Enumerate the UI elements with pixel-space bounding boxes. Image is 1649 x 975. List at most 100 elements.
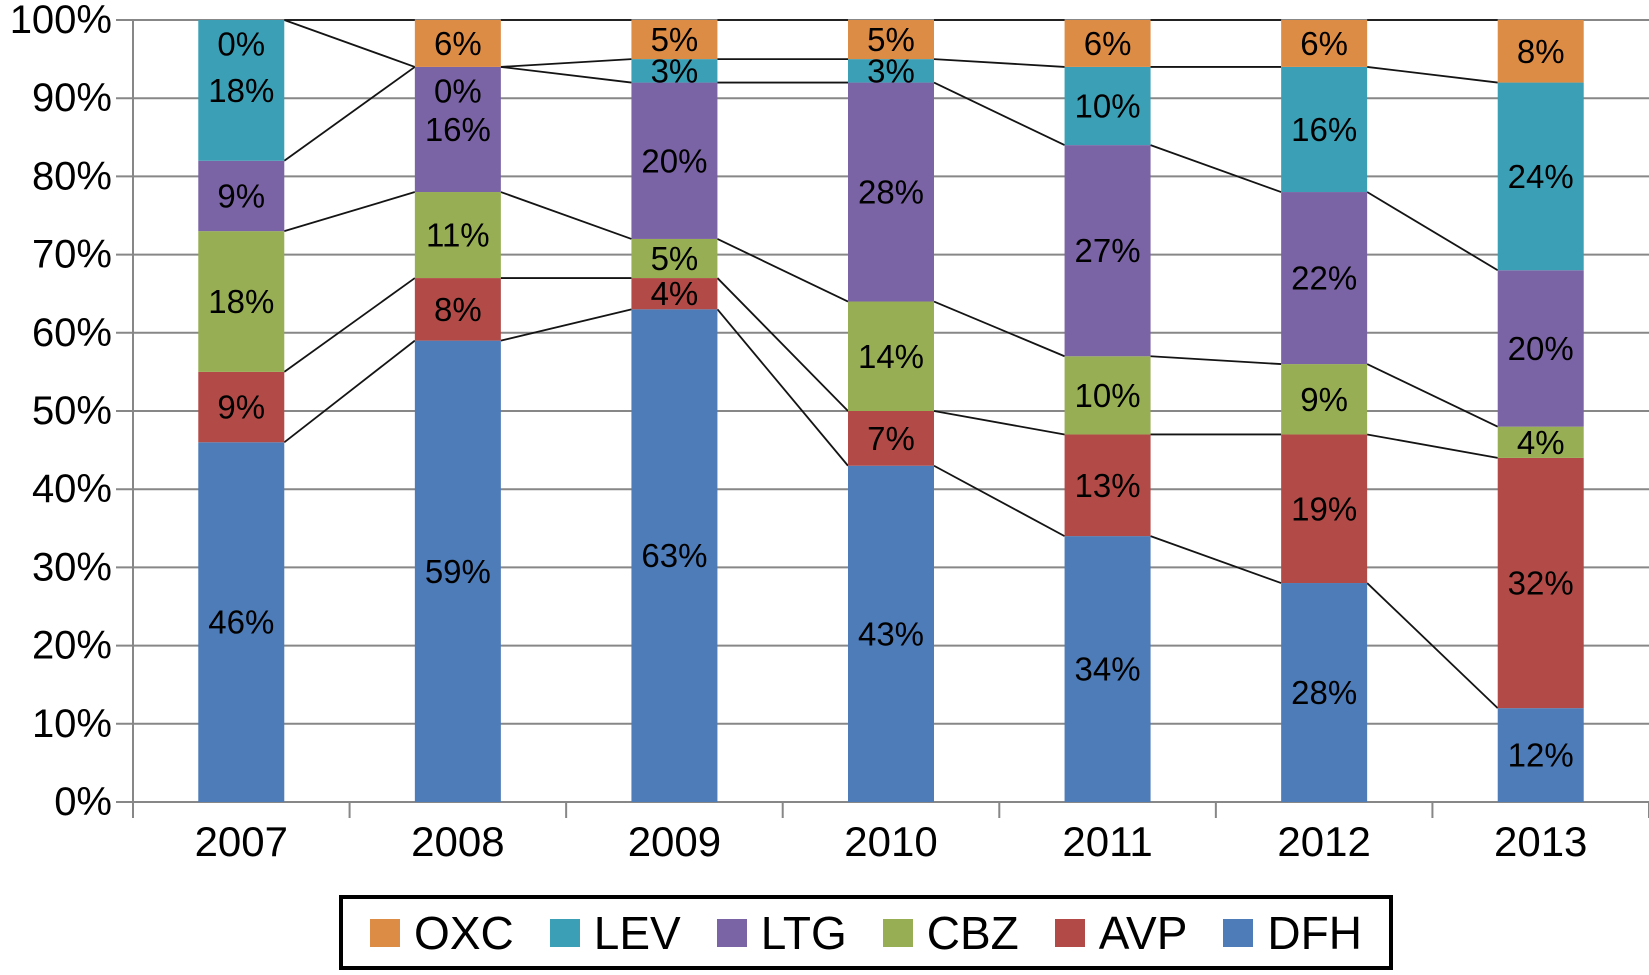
- bars: [198, 20, 1584, 802]
- data-label-2007-LEV: 18%: [208, 72, 274, 109]
- bar-segment-2012-LEV: [1281, 66, 1368, 193]
- data-label-2011-DFH: 34%: [1075, 651, 1141, 688]
- bar-segment-2009-LEV: [631, 59, 718, 83]
- bar-segment-2008-CBZ: [414, 192, 501, 279]
- series-line-AVP: [283, 277, 416, 373]
- data-label-2007-OXC: 0%: [217, 26, 265, 63]
- data-label-2010-DFH: 43%: [858, 615, 924, 652]
- data-label-2008-LEV: 0%: [434, 72, 482, 109]
- bar-segment-2008-AVP: [414, 278, 501, 341]
- x-tick-label-2009: 2009: [628, 818, 721, 865]
- legend-swatch-cbz: [882, 918, 913, 947]
- series-line-LEV: [1367, 66, 1498, 84]
- bar-segment-2012-CBZ: [1281, 364, 1368, 435]
- bar-segment-2007-DFH: [198, 442, 285, 802]
- legend-item-oxc: OXC: [370, 910, 514, 956]
- bar-segment-2010-OXC: [848, 20, 934, 60]
- legend-label-lev: LEV: [593, 906, 681, 959]
- legend-item-dfh: DFH: [1223, 910, 1362, 956]
- legend-item-ltg: LTG: [716, 910, 847, 956]
- x-tick-label-2011: 2011: [1062, 818, 1152, 865]
- bar-segment-2007-LEV: [198, 20, 285, 161]
- bar-segment-2010-DFH: [848, 465, 934, 802]
- data-label-2012-AVP: 19%: [1291, 490, 1357, 527]
- x-tick-label-2010: 2010: [844, 818, 937, 865]
- bar-segment-2013-CBZ: [1497, 426, 1584, 458]
- bar-segment-2012-OXC: [1281, 20, 1368, 67]
- series-line-LEV: [283, 19, 416, 68]
- bar-segment-2013-AVP: [1497, 457, 1584, 709]
- series-connector-lines: [283, 19, 1499, 709]
- x-tick-label-2007: 2007: [195, 818, 288, 865]
- bar-segment-2013-LEV: [1497, 82, 1584, 271]
- bar-segment-2013-LTG: [1497, 270, 1584, 427]
- bar-segment-2007-AVP: [198, 371, 285, 443]
- data-label-2007-AVP: 9%: [217, 389, 265, 426]
- data-label-2008-OXC: 6%: [434, 25, 482, 62]
- data-label-2008-AVP: 8%: [434, 291, 482, 328]
- bar-segment-2013-DFH: [1497, 708, 1584, 802]
- series-line-DFH: [716, 308, 849, 467]
- data-label-2008-CBZ: 11%: [426, 217, 490, 254]
- data-label-2009-DFH: 63%: [641, 537, 707, 574]
- data-label-2008-LTG: 16%: [425, 111, 491, 148]
- legend-swatch-avp: [1054, 918, 1085, 947]
- data-label-2011-CBZ: 10%: [1075, 377, 1141, 414]
- bar-segment-2009-CBZ: [631, 238, 718, 279]
- y-tick-label: 40%: [32, 467, 112, 511]
- series-line-CBZ: [1366, 363, 1499, 428]
- data-label-2010-LEV: 3%: [867, 52, 915, 89]
- series-line-LTG: [1150, 144, 1282, 193]
- data-label-2010-OXC: 5%: [867, 21, 915, 58]
- bar-segment-2011-DFH: [1064, 536, 1151, 802]
- y-axis-labels: 0% 10% 20% 30% 40% 50% 60% 70% 80% 90% 100%: [10, 0, 112, 824]
- series-line-DFH: [283, 339, 416, 443]
- series-line-LTG: [500, 66, 632, 84]
- legend-label-dfh: DFH: [1267, 906, 1362, 959]
- data-label-2011-OXC: 6%: [1084, 25, 1132, 62]
- bar-segment-2008-OXC: [414, 20, 501, 67]
- data-label-2009-LTG: 20%: [641, 142, 707, 179]
- data-label-2012-LTG: 22%: [1291, 260, 1357, 297]
- x-axis-labels: 2007 2008 2009 2010 2011 2012 2013: [195, 818, 1588, 865]
- data-label-2012-DFH: 28%: [1291, 674, 1357, 711]
- data-label-2013-LEV: 24%: [1508, 158, 1574, 195]
- bar-segment-2011-LTG: [1064, 145, 1151, 357]
- legend-item-lev: LEV: [549, 906, 681, 959]
- series-line-LEV: [933, 58, 1065, 68]
- series-line-AVP: [716, 277, 849, 412]
- data-label-2011-LTG: 27%: [1075, 232, 1141, 269]
- data-label-2013-CBZ: 4%: [1517, 424, 1565, 461]
- y-tick-label: 20%: [32, 624, 112, 668]
- data-label-2009-OXC: 5%: [651, 21, 699, 58]
- data-label-2012-LEV: 16%: [1291, 111, 1357, 148]
- data-label-2008-DFH: 59%: [425, 553, 491, 590]
- bar-segment-2011-LEV: [1064, 66, 1151, 146]
- data-labels: 46% 59% 63% 43% 34% 28% 12% 9% 8% 4% 7% 13% 19% 32% 18…: [208, 21, 1573, 774]
- data-label-2010-AVP: 7%: [867, 420, 915, 457]
- legend-label-cbz: CBZ: [926, 906, 1019, 959]
- series-line-LTG: [933, 81, 1065, 146]
- series-line-LTG: [1366, 191, 1499, 272]
- legend-label-avp: AVP: [1098, 906, 1188, 959]
- x-tick-label-2013: 2013: [1494, 818, 1587, 865]
- y-tick-label: 90%: [32, 76, 112, 120]
- bar-segment-2009-OXC: [631, 20, 718, 60]
- series-line-AVP: [933, 410, 1065, 436]
- data-label-2013-DFH: 12%: [1508, 737, 1574, 774]
- bar-segment-2010-LTG: [848, 82, 934, 302]
- legend-swatch-oxc: [370, 918, 401, 947]
- series-line-DFH: [1366, 582, 1499, 709]
- data-label-2010-CBZ: 14%: [858, 338, 924, 375]
- legend-swatch-lev: [549, 918, 580, 947]
- y-tick-label: 60%: [32, 311, 112, 355]
- bar-segment-2007-CBZ: [198, 231, 285, 372]
- data-label-2007-DFH: 46%: [208, 604, 274, 641]
- data-label-2012-CBZ: 9%: [1300, 381, 1348, 418]
- legend: OXC LEV LTG CBZ AVP DFH: [339, 895, 1393, 970]
- bar-segment-2012-AVP: [1281, 434, 1368, 584]
- y-tick-label: 50%: [32, 389, 112, 433]
- bar-segment-2011-AVP: [1064, 434, 1151, 537]
- bar-segment-2012-LTG: [1281, 192, 1368, 365]
- data-label-2011-LEV: 10%: [1075, 88, 1141, 125]
